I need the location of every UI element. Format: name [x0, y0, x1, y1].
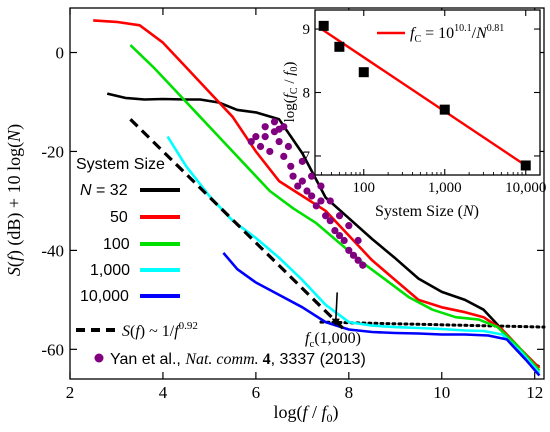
inset-fit-group: [320, 28, 527, 167]
annotation-fc: fc(1,000): [305, 292, 361, 350]
legend-title: System Size: [76, 156, 165, 173]
inset-point: [318, 20, 329, 31]
scatter-point: [321, 212, 330, 220]
x-tick-label-1: 4: [159, 383, 168, 402]
scatter-point: [312, 202, 320, 210]
y-tick-label-3: -60: [41, 340, 64, 359]
x-tick-label-5: 12: [526, 383, 543, 402]
scatter-point: [331, 227, 339, 235]
legend-swatch-scatter: [94, 353, 104, 363]
inset-y-tick-label-0: 7: [303, 149, 311, 165]
y-tick-label-2: -40: [41, 241, 64, 260]
scatter-point: [270, 118, 279, 126]
inset-y-tick-label-1: 8: [303, 86, 311, 102]
inset-point: [358, 67, 369, 78]
scatter-point: [287, 162, 295, 170]
series-line-50: [93, 19, 541, 370]
inset: 100 1,000 10,000 7 8 9 System Size (N) log(fC…: [282, 9, 546, 220]
legend: System Size N = 32 50 100 1,000 10,000 S…: [76, 156, 366, 368]
inset-point: [439, 104, 450, 115]
scatter-point: [345, 222, 353, 230]
scatter-point: [345, 246, 353, 254]
scatter-point: [317, 197, 325, 205]
scatter-point: [275, 137, 283, 146]
scatter-point: [261, 133, 269, 141]
legend-label-scatter: Yan et al., Nat. comm. 4, 3337 (2013): [110, 351, 366, 368]
inset-x-tick-label-2: 10,000: [505, 180, 546, 196]
legend-label-100: 100: [103, 236, 130, 253]
inset-x-axis-label: System Size (N): [375, 203, 479, 220]
y-tick-label-0: 0: [56, 44, 65, 63]
scatter-point: [280, 152, 288, 160]
scatter-point: [359, 261, 367, 269]
scatter-point: [298, 157, 306, 165]
scatter-point: [280, 123, 288, 131]
y-axis-label: S(f) (dB) + 10 log(N): [4, 124, 25, 276]
legend-label-50: 50: [110, 209, 128, 226]
series-group: [93, 19, 546, 377]
inset-points-group: [318, 20, 531, 171]
x-tick-label-3: 8: [345, 383, 354, 402]
inset-point: [334, 41, 345, 52]
x-tick-label-2: 6: [252, 383, 261, 402]
scatter-point: [266, 147, 274, 156]
legend-label-fit: S(f) ~ 1/f0.92: [122, 320, 198, 340]
y-tick-label-1: -20: [41, 142, 64, 161]
scatter-point: [335, 231, 344, 240]
legend-label-1000: 1,000: [90, 262, 130, 279]
scatter-point: [252, 133, 260, 141]
scatter-group: [247, 118, 367, 269]
series-line-1000: [166, 135, 541, 374]
scatter-point: [261, 123, 269, 131]
inset-point: [520, 160, 531, 171]
series-line-10000: [222, 252, 541, 377]
scatter-point: [247, 137, 255, 146]
scatter-point: [256, 142, 265, 151]
scatter-point: [349, 251, 358, 259]
annotation-label: fc(1,000): [305, 330, 361, 350]
series-line-100: [129, 44, 541, 372]
scatter-point: [294, 182, 302, 190]
x-tick-label-4: 10: [433, 383, 450, 402]
legend-label-10000: 10,000: [80, 288, 129, 305]
scatter-point: [354, 236, 362, 245]
scatter-point: [326, 217, 334, 225]
inset-y-tick-label-2: 9: [303, 22, 311, 38]
inset-x-tick-label-1: 1,000: [428, 180, 462, 196]
annotation-arrow: [335, 292, 339, 321]
inset-axis-ticks: 100 1,000 10,000 7 8 9: [303, 10, 546, 196]
inset-y-axis-label: log(fC / f0): [282, 62, 300, 123]
x-tick-label-0: 2: [66, 383, 75, 402]
annotation-arrowhead: [331, 318, 340, 327]
scatter-point: [335, 212, 344, 220]
scatter-point: [326, 197, 334, 205]
scatter-point: [284, 142, 293, 151]
plot-frame: [69, 7, 545, 380]
inset-x-tick-label-0: 100: [353, 180, 376, 196]
scatter-point: [340, 236, 348, 245]
inset-legend-label: fC = 1010.1/N0.81: [410, 23, 504, 45]
x-axis-label: log(f / f0): [273, 402, 338, 425]
scatter-point: [308, 172, 316, 180]
scatter-point: [289, 172, 297, 180]
fit-line: [129, 118, 346, 331]
inset-fit-line: [320, 28, 527, 167]
series-line-32: [106, 92, 541, 368]
scatter-point: [354, 256, 362, 264]
scatter-point: [317, 182, 325, 190]
scatter-point: [303, 187, 311, 195]
legend-label-32: N = 32: [80, 182, 128, 199]
scatter-point: [308, 192, 316, 200]
scatter-point: [298, 177, 306, 185]
